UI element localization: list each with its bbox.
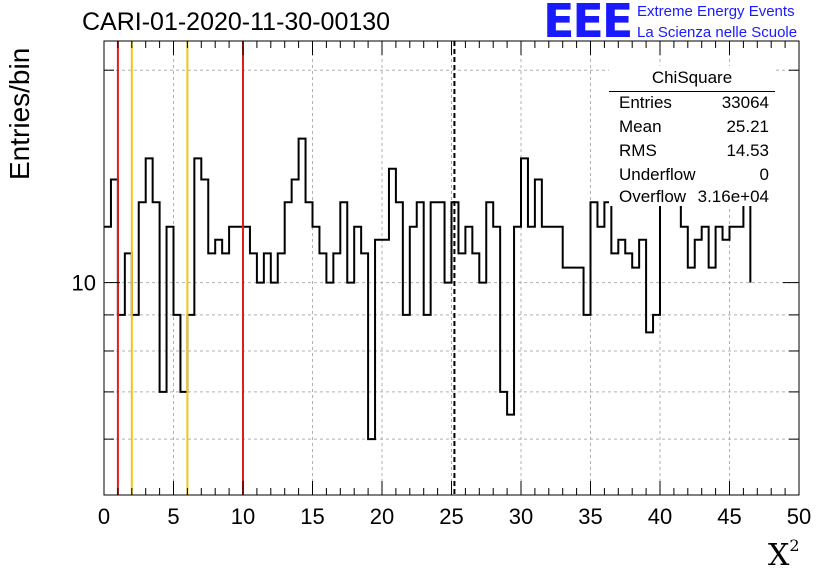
x-axis-label-main: X — [768, 538, 790, 573]
histogram-series — [104, 137, 752, 441]
stats-value: 0 — [759, 165, 769, 184]
y-tick-label: 10 — [72, 271, 96, 296]
x-tick-label: 50 — [787, 504, 811, 529]
stats-label: Overflow — [619, 187, 687, 206]
stats-row-underflow: Underflow 0 — [619, 165, 769, 187]
stats-row-rms: RMS 14.53 — [619, 141, 769, 163]
x-tick-label: 45 — [717, 504, 741, 529]
eee-logo: EEE Extreme Energy Events La Scienza nel… — [543, 0, 833, 44]
x-tick-label: 10 — [231, 504, 255, 529]
x-tick-label: 20 — [370, 504, 394, 529]
stats-label: Entries — [619, 93, 672, 112]
stats-row-entries: Entries 33064 — [619, 93, 769, 115]
stats-value: 25.21 — [726, 117, 769, 136]
stats-value: 3.16e+04 — [697, 187, 769, 206]
x-tick-label: 30 — [509, 504, 533, 529]
stats-row-overflow: Overflow 3.16e+04 — [619, 187, 769, 209]
x-tick-label: 5 — [167, 504, 179, 529]
stats-box: ChiSquare Entries 33064 Mean 25.21 RMS 1… — [609, 66, 775, 206]
x-tick-label: 35 — [578, 504, 602, 529]
x-axis-label: X2 — [768, 536, 800, 573]
stats-divider — [609, 91, 775, 92]
stats-title: ChiSquare — [651, 68, 733, 87]
x-tick-label: 40 — [648, 504, 672, 529]
run-title: CARI-01-2020-11-30-00130 — [82, 8, 391, 36]
stats-row-mean: Mean 25.21 — [619, 117, 769, 139]
stats-label: RMS — [619, 141, 657, 160]
x-axis-label-superscript: 2 — [789, 536, 800, 555]
stats-label: Underflow — [619, 165, 696, 184]
logo-line-1: Extreme Energy Events — [637, 3, 795, 20]
logo-mark: EEE — [543, 0, 633, 48]
x-tick-label: 15 — [300, 504, 324, 529]
x-tick-label: 25 — [439, 504, 463, 529]
stats-label: Mean — [619, 117, 662, 136]
y-axis-label: Entries/bin — [4, 47, 35, 180]
x-tick-label: 0 — [98, 504, 110, 529]
logo-line-2: La Scienza nelle Scuole — [637, 24, 798, 41]
stats-value: 33064 — [721, 93, 769, 112]
stats-value: 14.53 — [726, 141, 769, 160]
